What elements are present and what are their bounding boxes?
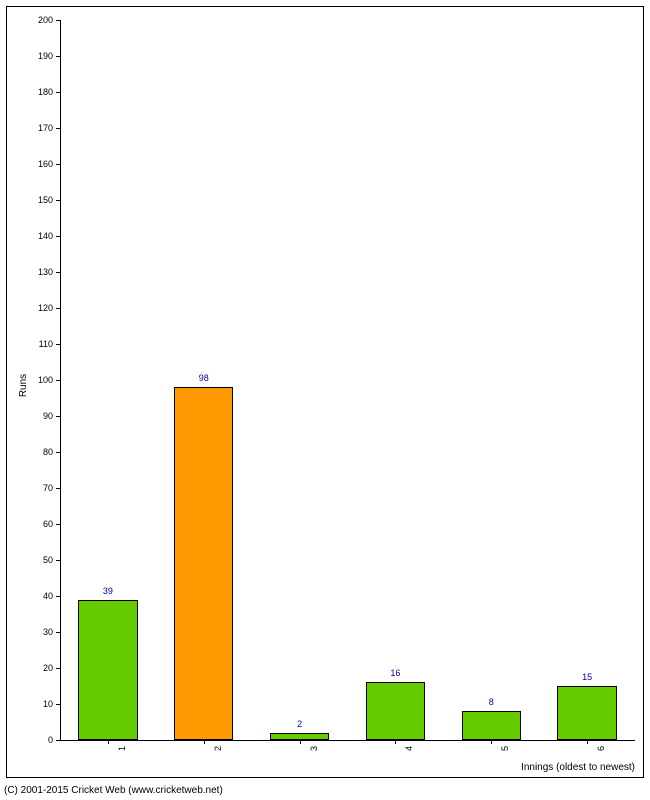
bar-value-label: 98	[199, 373, 209, 383]
x-tick-label: 3	[309, 746, 319, 751]
y-tick-mark	[56, 20, 60, 21]
y-tick-mark	[56, 344, 60, 345]
y-tick-label: 10	[43, 699, 53, 709]
y-tick-label: 90	[43, 411, 53, 421]
x-tick-mark	[108, 740, 109, 744]
x-tick-label: 5	[500, 746, 510, 751]
y-tick-mark	[56, 128, 60, 129]
y-tick-mark	[56, 488, 60, 489]
chart-container: Runs Innings (oldest to newest) (C) 2001…	[0, 0, 650, 800]
y-axis-line	[60, 20, 61, 740]
y-tick-label: 160	[38, 159, 53, 169]
bar	[270, 733, 329, 740]
y-tick-mark	[56, 200, 60, 201]
y-tick-label: 120	[38, 303, 53, 313]
bar	[78, 600, 137, 740]
y-tick-label: 20	[43, 663, 53, 673]
y-tick-mark	[56, 740, 60, 741]
x-tick-mark	[300, 740, 301, 744]
y-tick-mark	[56, 236, 60, 237]
y-tick-label: 40	[43, 591, 53, 601]
y-tick-label: 60	[43, 519, 53, 529]
y-tick-mark	[56, 272, 60, 273]
bar	[557, 686, 616, 740]
x-tick-mark	[587, 740, 588, 744]
y-tick-mark	[56, 92, 60, 93]
y-tick-mark	[56, 56, 60, 57]
y-tick-label: 100	[38, 375, 53, 385]
x-tick-label: 4	[404, 746, 414, 751]
y-tick-label: 80	[43, 447, 53, 457]
y-tick-label: 110	[39, 339, 53, 349]
y-tick-mark	[56, 560, 60, 561]
y-tick-mark	[56, 596, 60, 597]
y-tick-label: 200	[38, 15, 53, 25]
y-tick-mark	[56, 524, 60, 525]
y-tick-label: 30	[43, 627, 53, 637]
y-tick-label: 180	[38, 87, 53, 97]
y-tick-mark	[56, 668, 60, 669]
y-tick-mark	[56, 380, 60, 381]
y-tick-label: 170	[38, 123, 53, 133]
x-tick-mark	[491, 740, 492, 744]
bar-value-label: 15	[582, 672, 592, 682]
bar-value-label: 2	[297, 719, 302, 729]
x-axis-line	[60, 740, 635, 741]
bar-value-label: 39	[103, 586, 113, 596]
y-tick-mark	[56, 308, 60, 309]
y-tick-label: 190	[38, 51, 53, 61]
x-tick-mark	[204, 740, 205, 744]
y-tick-label: 70	[43, 483, 53, 493]
y-tick-mark	[56, 416, 60, 417]
bar	[174, 387, 233, 740]
x-tick-label: 6	[596, 746, 606, 751]
y-tick-label: 0	[48, 735, 53, 745]
y-axis-title: Runs	[18, 374, 29, 397]
y-tick-mark	[56, 704, 60, 705]
bar-value-label: 8	[489, 697, 494, 707]
x-axis-title: Innings (oldest to newest)	[521, 762, 635, 773]
x-tick-mark	[395, 740, 396, 744]
plot-area	[60, 20, 635, 740]
bar	[366, 682, 425, 740]
y-tick-label: 140	[38, 231, 53, 241]
x-tick-label: 1	[117, 746, 127, 751]
y-tick-label: 50	[43, 555, 53, 565]
y-tick-mark	[56, 452, 60, 453]
bar	[462, 711, 521, 740]
bar-value-label: 16	[390, 668, 400, 678]
x-tick-label: 2	[213, 746, 223, 751]
y-tick-mark	[56, 632, 60, 633]
y-tick-label: 130	[38, 267, 53, 277]
y-tick-label: 150	[38, 195, 53, 205]
y-tick-mark	[56, 164, 60, 165]
copyright-text: (C) 2001-2015 Cricket Web (www.cricketwe…	[4, 785, 223, 796]
